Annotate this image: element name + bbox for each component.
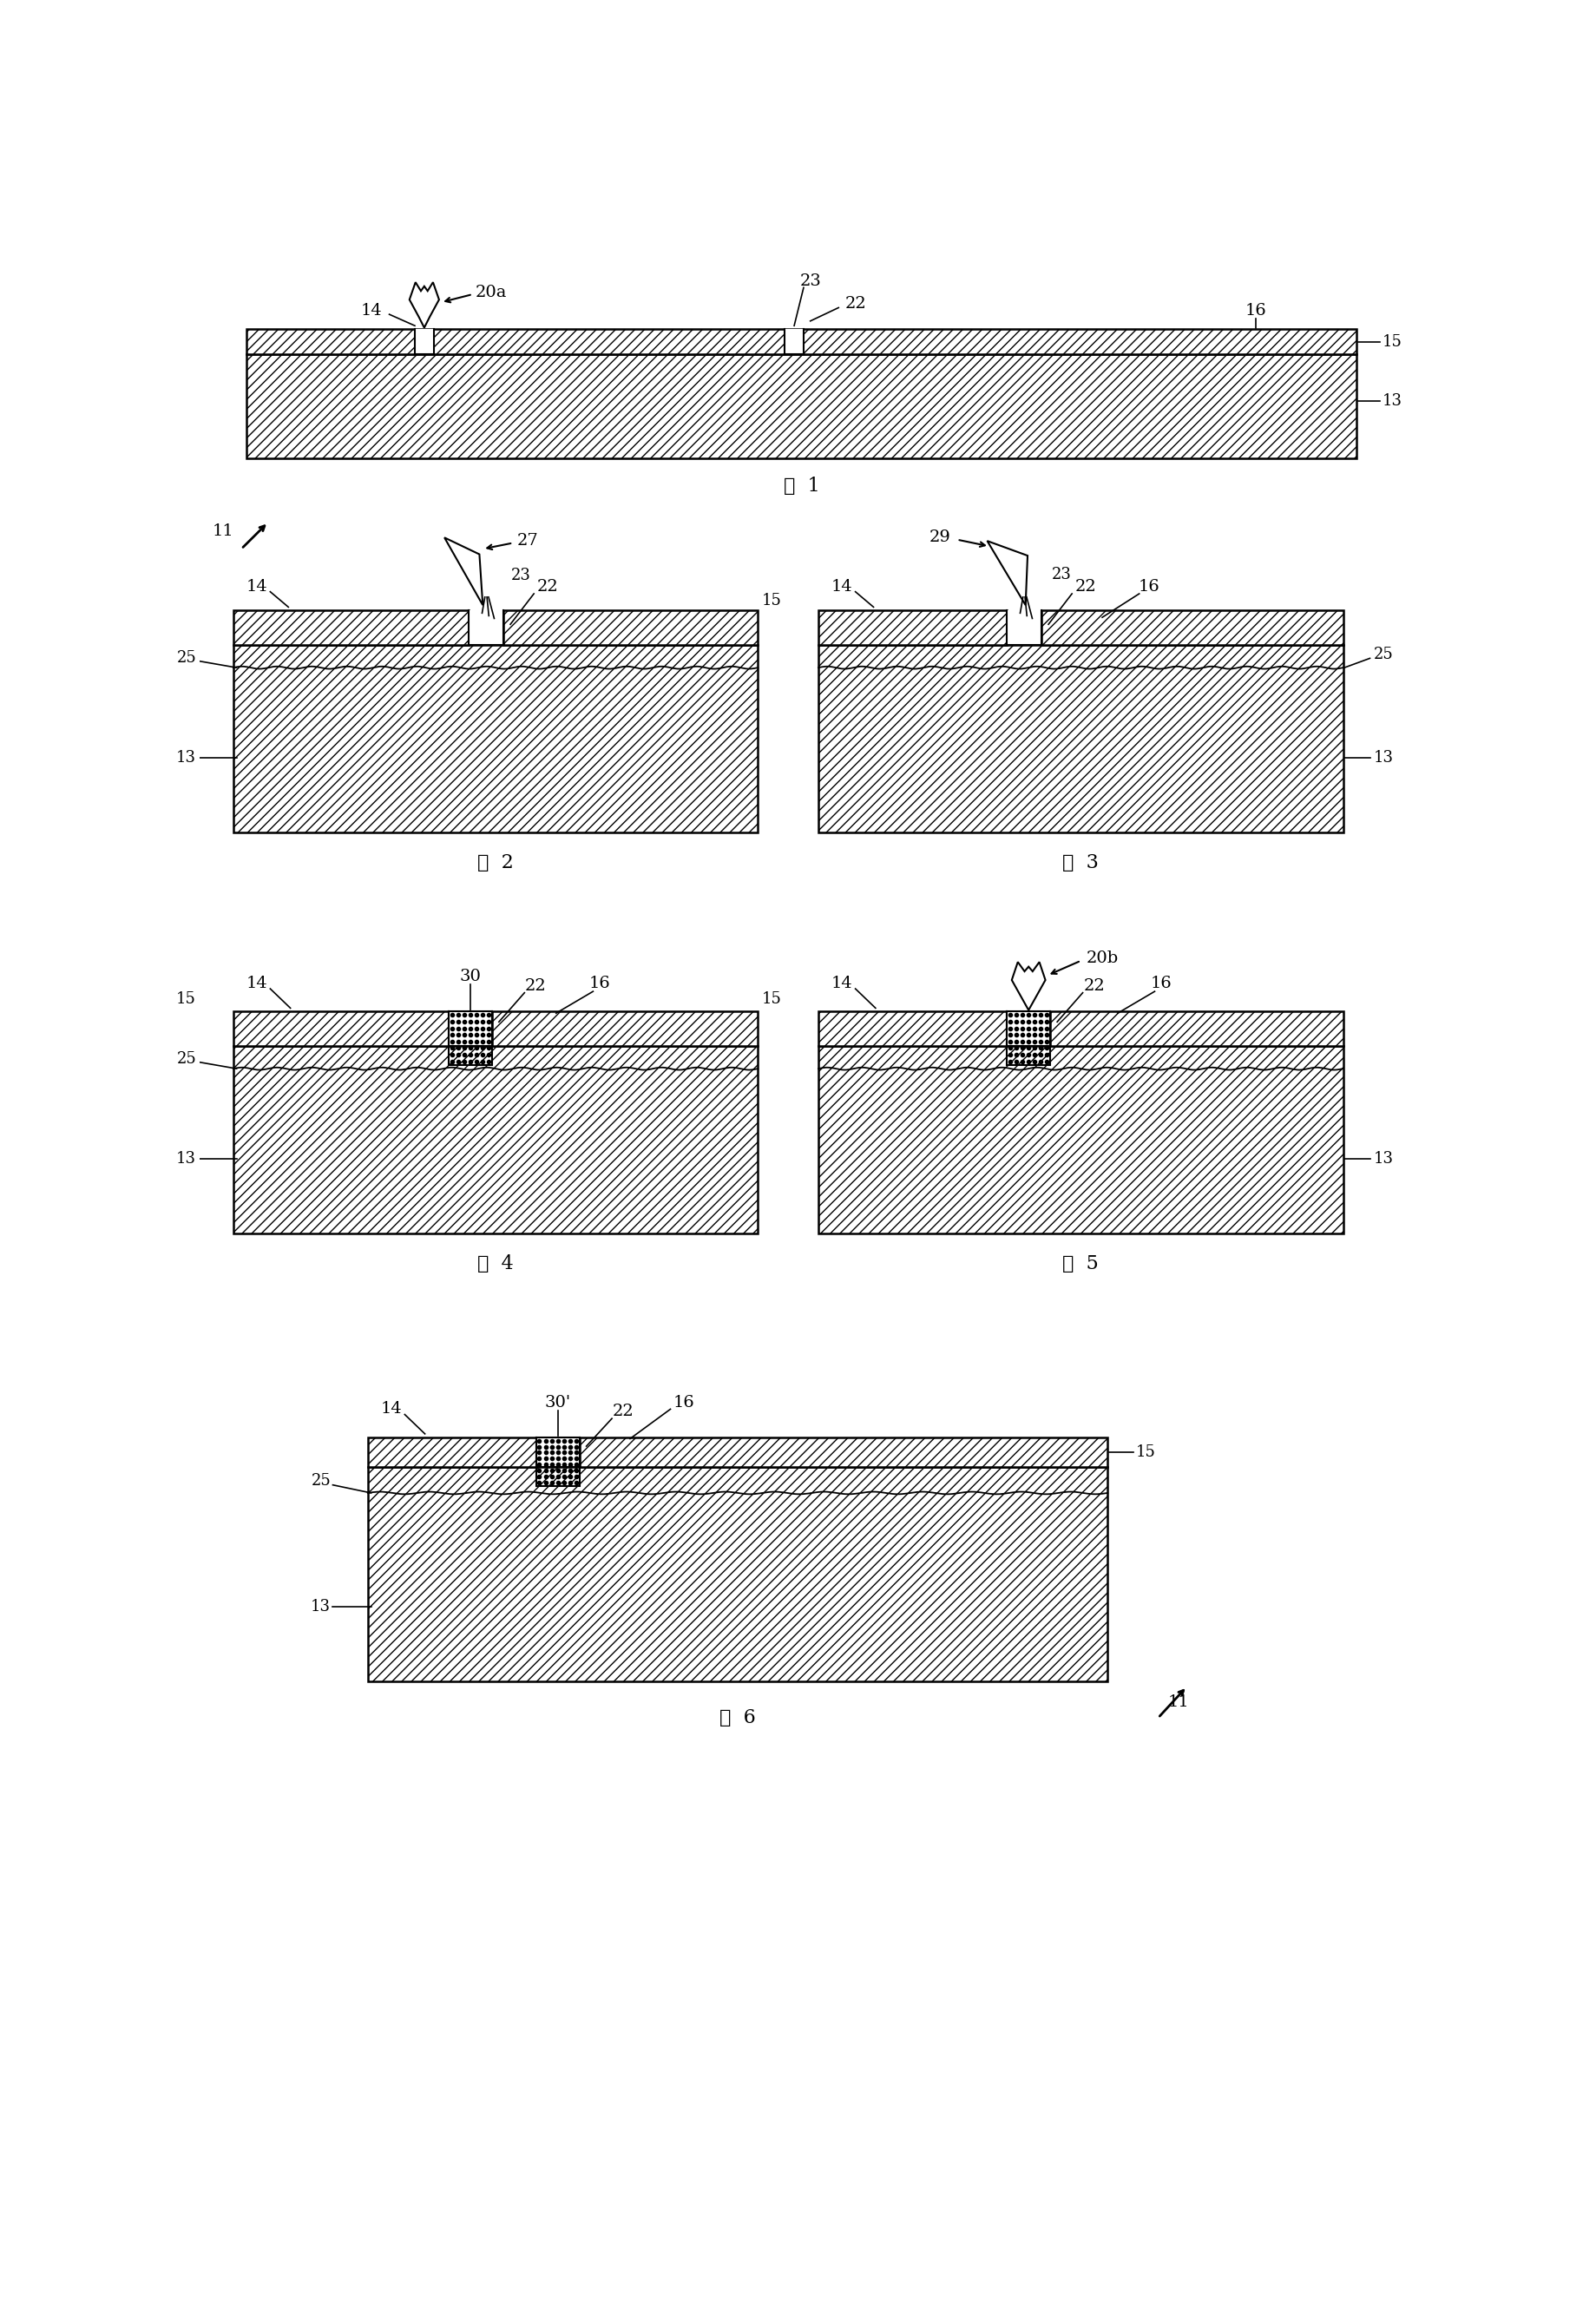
Text: 图  6: 图 6 xyxy=(720,1708,755,1726)
Text: 22: 22 xyxy=(525,978,546,994)
Text: 23: 23 xyxy=(800,274,820,288)
Polygon shape xyxy=(1012,962,1045,1011)
Text: 22: 22 xyxy=(613,1404,634,1420)
Bar xyxy=(784,329,803,355)
Text: 23: 23 xyxy=(1050,566,1071,582)
Bar xyxy=(819,1011,1005,1045)
Text: 14: 14 xyxy=(380,1402,402,1418)
Bar xyxy=(492,1011,758,1045)
Text: 图  5: 图 5 xyxy=(1061,1255,1098,1273)
Bar xyxy=(233,1045,758,1234)
Text: 13: 13 xyxy=(1373,1151,1392,1167)
Text: 14: 14 xyxy=(832,580,852,594)
Bar xyxy=(536,1436,579,1487)
Text: 14: 14 xyxy=(246,976,268,992)
Bar xyxy=(1041,610,1342,645)
Text: 15: 15 xyxy=(1135,1443,1156,1459)
Polygon shape xyxy=(409,283,439,327)
Text: 13: 13 xyxy=(176,1151,196,1167)
Text: 图  1: 图 1 xyxy=(784,477,819,495)
Bar xyxy=(819,1045,1342,1234)
Text: 22: 22 xyxy=(536,580,557,594)
Text: 15: 15 xyxy=(761,992,780,1008)
Bar xyxy=(415,329,434,355)
Text: 22: 22 xyxy=(1082,978,1104,994)
Polygon shape xyxy=(444,539,482,605)
Text: 16: 16 xyxy=(674,1395,694,1411)
Text: 23: 23 xyxy=(511,569,531,582)
Text: 22: 22 xyxy=(844,297,867,311)
Text: 15: 15 xyxy=(1381,334,1401,350)
Text: 30': 30' xyxy=(544,1395,570,1411)
Text: 25: 25 xyxy=(177,649,196,665)
Text: 29: 29 xyxy=(929,529,950,546)
Bar xyxy=(246,355,1355,458)
Text: 图  4: 图 4 xyxy=(477,1255,514,1273)
Bar xyxy=(246,329,1355,355)
Bar xyxy=(819,610,1005,645)
Text: 16: 16 xyxy=(589,976,610,992)
Text: 22: 22 xyxy=(1074,580,1095,594)
Text: 13: 13 xyxy=(311,1598,330,1614)
Text: 11: 11 xyxy=(1167,1694,1189,1710)
Text: 11: 11 xyxy=(212,525,233,539)
Text: 25: 25 xyxy=(311,1473,330,1489)
Text: 图  2: 图 2 xyxy=(477,852,514,872)
Bar xyxy=(579,1436,1108,1466)
Bar xyxy=(367,1466,1108,1680)
Text: 20a: 20a xyxy=(476,285,508,302)
Bar xyxy=(233,645,758,833)
Text: 15: 15 xyxy=(761,592,780,608)
Bar xyxy=(233,610,468,645)
Text: 13: 13 xyxy=(1381,394,1401,410)
Bar xyxy=(503,610,758,645)
Bar xyxy=(1005,610,1041,645)
Bar xyxy=(233,1011,448,1045)
Bar xyxy=(1050,1011,1342,1045)
Text: 16: 16 xyxy=(1151,976,1171,992)
Text: 16: 16 xyxy=(1245,302,1266,318)
Text: 14: 14 xyxy=(832,976,852,992)
Text: 图  3: 图 3 xyxy=(1061,852,1098,872)
Bar xyxy=(367,1436,536,1466)
Text: 30: 30 xyxy=(460,969,480,985)
Polygon shape xyxy=(986,541,1026,605)
Text: 25: 25 xyxy=(1373,647,1392,663)
Bar xyxy=(1005,1011,1050,1045)
Text: 15: 15 xyxy=(176,992,196,1008)
Bar xyxy=(448,1011,492,1066)
Bar xyxy=(1005,1011,1050,1066)
Bar xyxy=(819,645,1342,833)
Text: 25: 25 xyxy=(177,1050,196,1066)
Bar xyxy=(448,1011,492,1045)
Text: 14: 14 xyxy=(246,580,268,594)
Text: 27: 27 xyxy=(517,534,538,548)
Bar xyxy=(536,1436,579,1466)
Text: 20b: 20b xyxy=(1085,951,1119,967)
Text: 13: 13 xyxy=(1373,750,1392,764)
Text: 14: 14 xyxy=(361,302,381,318)
Bar xyxy=(468,610,503,645)
Text: 13: 13 xyxy=(176,750,196,764)
Text: 16: 16 xyxy=(1138,580,1159,594)
